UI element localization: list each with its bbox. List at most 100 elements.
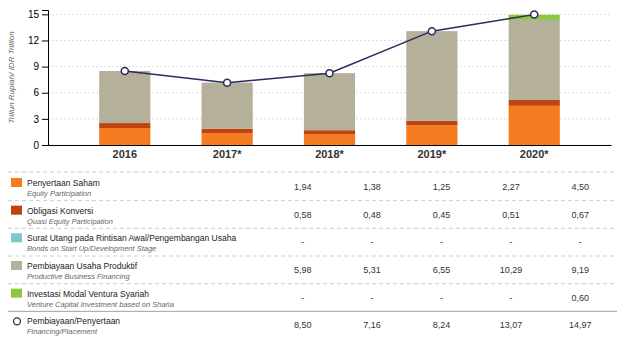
- tick-label: 12: [28, 35, 40, 46]
- y-tick: 12: [28, 35, 48, 46]
- bar: [99, 123, 150, 128]
- line-marker: [531, 11, 538, 18]
- legend-label: Penyertaan Saham: [27, 178, 100, 188]
- table-value: 8,50: [294, 320, 312, 330]
- bar: [406, 125, 457, 145]
- bar: [304, 134, 355, 145]
- legend-sublabel: Venture Capital Investment based on Shar…: [27, 300, 174, 309]
- legend-sublabel: Quasi Equity Participation: [27, 217, 113, 226]
- bar: [99, 71, 150, 123]
- table-value: -: [440, 293, 443, 303]
- table-value: -: [301, 293, 304, 303]
- tick-label: 3: [33, 114, 39, 125]
- tick-mark: [42, 119, 48, 120]
- x-tick: 2016: [113, 145, 137, 160]
- line-marker: [428, 28, 435, 35]
- bar-series: [99, 20, 560, 130]
- table-value: 8,24: [433, 320, 451, 330]
- table-value: -: [371, 237, 374, 247]
- x-tick: 2017*: [213, 145, 242, 160]
- table-value: 0,48: [363, 210, 381, 220]
- table-separator: [8, 256, 617, 257]
- table-separator: [8, 283, 617, 284]
- table-value: 0,67: [572, 210, 590, 220]
- y-tick: 3: [33, 114, 48, 125]
- tick-label: 2016: [113, 148, 137, 160]
- legend-sublabel: Productive Business Financing: [27, 272, 130, 281]
- legend-swatch: [11, 261, 22, 270]
- table-value: 10,29: [500, 265, 523, 275]
- table-value: 2,27: [502, 182, 520, 192]
- table-value: 0,60: [572, 293, 590, 303]
- y-axis-title: Triliun Rupiah/ IDR Trillion: [7, 31, 16, 124]
- tick-label: 2019*: [417, 148, 446, 160]
- legend-swatch: [11, 206, 22, 215]
- table-value: 1,25: [433, 182, 451, 192]
- table-value: -: [579, 237, 582, 247]
- plot-area: [99, 11, 560, 145]
- y-tick: 6: [33, 87, 48, 98]
- legend-swatch: [11, 233, 22, 242]
- table-value: -: [301, 237, 304, 247]
- table-value: 13,07: [500, 320, 523, 330]
- y-tick: 15: [28, 9, 48, 20]
- table-value: 5,31: [363, 265, 381, 275]
- axis-domain: [42, 11, 49, 146]
- table-value: 1,38: [363, 182, 381, 192]
- x-tick: 2020*: [520, 145, 549, 160]
- legend-label: Pembiayaan/Penyertaan: [27, 316, 120, 326]
- legend-label: Surat Utang pada Rintisan Awal/Pengemban…: [27, 233, 236, 243]
- y-tick: 0: [33, 140, 48, 151]
- tick-label: 15: [28, 9, 40, 20]
- bar: [304, 130, 355, 134]
- table-row: Pembiayaan Usaha ProduktifProductive Bus…: [8, 261, 617, 284]
- y-axis: 0 3 6 9 12 15: [28, 9, 49, 151]
- line-marker: [121, 67, 128, 74]
- tick-label: 2018*: [315, 148, 344, 160]
- legend-label: Investasi Modal Ventura Syariah: [27, 289, 149, 299]
- table-row: Penyertaan SahamEquity Participation 1,94…: [8, 178, 617, 201]
- total-line: [125, 15, 534, 83]
- bar: [509, 100, 560, 106]
- bar: [202, 129, 253, 133]
- table-value: 9,19: [572, 265, 590, 275]
- tick-mark: [42, 40, 48, 41]
- tick-label: 6: [33, 87, 39, 98]
- legend-sublabel: Financing/Placement: [27, 327, 98, 336]
- axis-domain: [49, 145, 612, 146]
- table-separator: [8, 311, 617, 312]
- tick-mark: [42, 67, 48, 68]
- x-tick: 2019*: [417, 145, 446, 160]
- tick-mark: [42, 145, 48, 146]
- table-value: 6,55: [433, 265, 451, 275]
- bar: [304, 73, 355, 130]
- tick-label: 2017*: [213, 148, 242, 160]
- table-value: -: [509, 293, 512, 303]
- legend-marker: [14, 318, 21, 325]
- x-axis: 2016 2017* 2018* 2019* 2020*: [49, 145, 612, 160]
- table-value: 5,98: [294, 265, 312, 275]
- bar: [99, 128, 150, 145]
- bar: [406, 31, 457, 121]
- line-marker: [326, 70, 333, 77]
- table-row: Pembiayaan/PenyertaanFinancing/Placement…: [8, 311, 617, 336]
- legend-label: Obligasi Konversi: [27, 206, 93, 216]
- table-value: -: [440, 237, 443, 247]
- bar: [406, 121, 457, 125]
- bar: [509, 20, 560, 100]
- y-tick: 9: [33, 61, 48, 72]
- table-row: Surat Utang pada Rintisan Awal/Pengemban…: [8, 233, 617, 256]
- table-value: 4,50: [572, 182, 590, 192]
- legend-swatch: [11, 178, 22, 187]
- legend-label: Pembiayaan Usaha Produktif: [27, 261, 138, 271]
- tick-label: 9: [33, 61, 39, 72]
- grid: [48, 14, 611, 145]
- legend-sublabel: Equity Participation: [27, 189, 91, 198]
- table-separator: [8, 172, 617, 173]
- table-value: 14,97: [569, 320, 592, 330]
- tick-label: 0: [33, 140, 39, 151]
- table-value: 1,94: [294, 182, 312, 192]
- table-value: 0,58: [294, 210, 312, 220]
- bar: [202, 133, 253, 145]
- table-value: -: [371, 293, 374, 303]
